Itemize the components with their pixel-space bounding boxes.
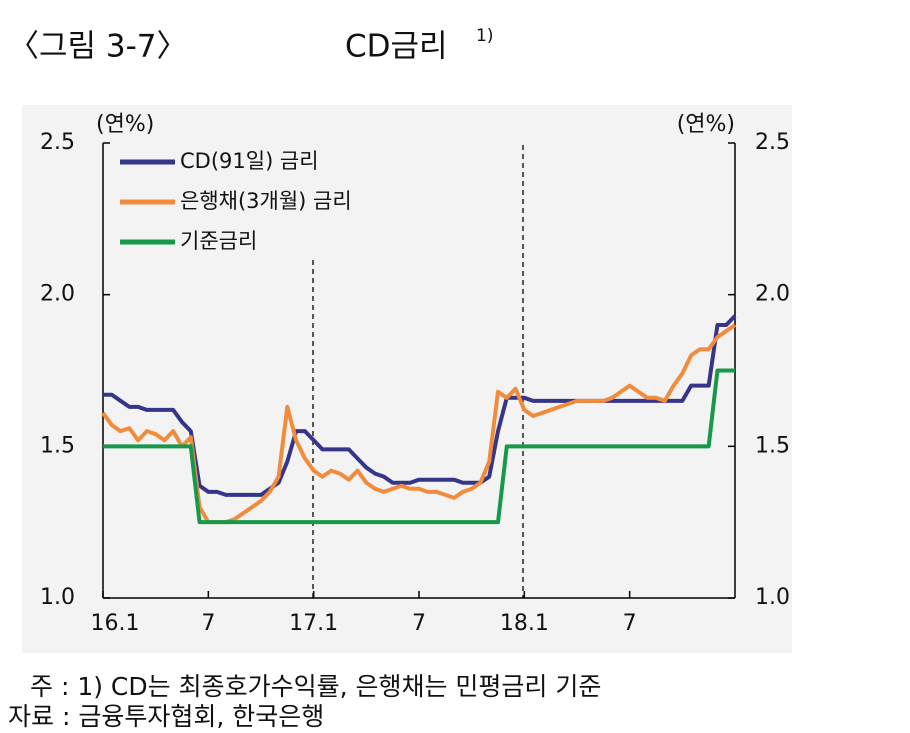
title-superscript: 1): [476, 26, 493, 46]
panel: [22, 105, 792, 653]
x-tick-label: 18.1: [500, 611, 549, 636]
y-tick-label: 2.5: [40, 130, 75, 155]
x-tick-label: 7: [201, 611, 215, 636]
x-tick-label: 7: [412, 611, 426, 636]
legend-label: 기준금리: [180, 229, 257, 253]
series-line: [103, 368, 735, 525]
y-tick-label: 2.0: [40, 282, 75, 307]
y-axis-label: (연%): [96, 112, 154, 137]
y-tick-label: 1.0: [40, 585, 75, 610]
x-tick-label: 17.1: [289, 611, 338, 636]
x-tick-label: 7: [623, 611, 637, 636]
y2-tick-label: 1.0: [755, 585, 790, 610]
legend-label: CD(91일) 금리: [180, 149, 319, 173]
chart-title: CD금리: [345, 29, 448, 65]
y2-axis-label: (연%): [677, 112, 735, 137]
y2-tick-label: 1.5: [755, 433, 790, 458]
footnote: 주 : 1) CD는 최종호가수익률, 은행채는 민평금리 기준: [30, 672, 601, 701]
y2-tick-label: 2.0: [755, 282, 790, 307]
figure-label: 〈그림 3-7〉: [8, 29, 188, 65]
y2-tick-label: 2.5: [755, 130, 790, 155]
y-tick-label: 1.5: [40, 433, 75, 458]
x-tick-label: 16.1: [91, 611, 140, 636]
footnote: 자료 : 금융투자협회, 한국은행: [8, 702, 324, 731]
series-line: [103, 314, 737, 497]
legend-label: 은행채(3개월) 금리: [180, 189, 352, 213]
